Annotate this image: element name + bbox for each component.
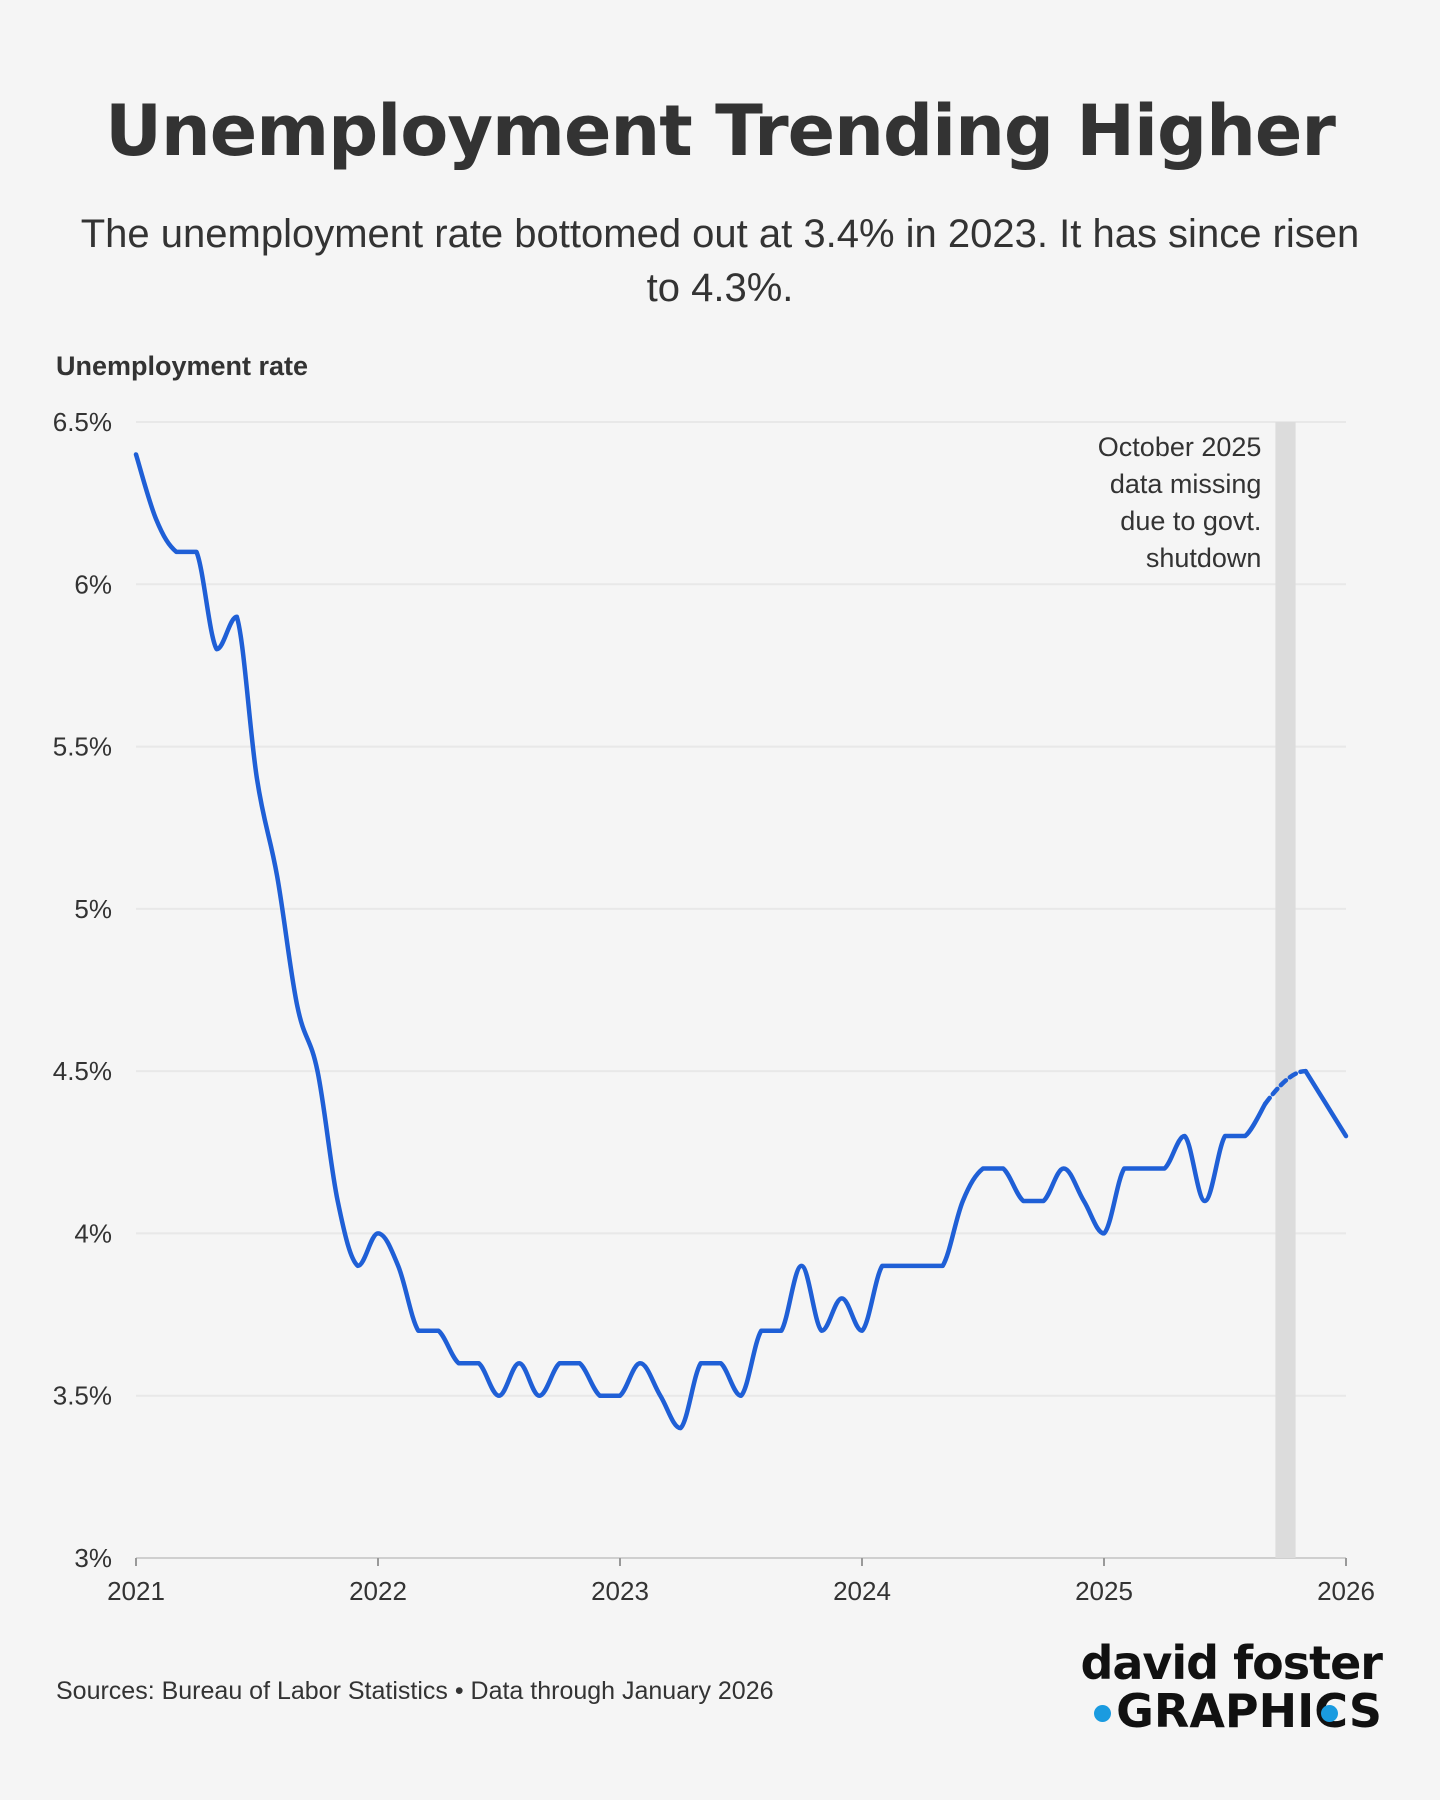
brand-logo: david foster GRAPHICS bbox=[1080, 1636, 1383, 1734]
data-point bbox=[194, 550, 198, 554]
data-point bbox=[638, 1361, 642, 1365]
data-point bbox=[1142, 1166, 1146, 1170]
y-axis-title: Unemployment rate bbox=[56, 351, 308, 381]
data-point bbox=[477, 1361, 481, 1365]
data-point bbox=[1001, 1166, 1005, 1170]
unemployment-line-recent bbox=[1303, 1068, 1349, 1139]
data-point bbox=[396, 1264, 400, 1268]
data-point bbox=[819, 1329, 823, 1333]
data-point bbox=[961, 1199, 965, 1203]
data-point bbox=[376, 1231, 380, 1235]
y-tick-label: 3.5% bbox=[53, 1381, 112, 1411]
data-point bbox=[1082, 1199, 1086, 1203]
data-point bbox=[940, 1264, 944, 1268]
data-point bbox=[618, 1394, 622, 1398]
data-point bbox=[719, 1361, 723, 1365]
data-point bbox=[779, 1329, 783, 1333]
unemployment-line-missing-gap bbox=[1263, 1068, 1308, 1106]
data-point bbox=[537, 1394, 541, 1398]
y-tick-label: 5.5% bbox=[53, 732, 112, 762]
data-point bbox=[456, 1361, 460, 1365]
data-point bbox=[335, 1199, 339, 1203]
data-point bbox=[255, 777, 259, 781]
data-point bbox=[1182, 1134, 1186, 1138]
x-tick-label: 2022 bbox=[349, 1576, 407, 1606]
x-tick-label: 2023 bbox=[591, 1576, 649, 1606]
y-tick-label: 6.5% bbox=[53, 407, 112, 437]
data-point bbox=[436, 1329, 440, 1333]
logo-dot-icon bbox=[1321, 1705, 1338, 1722]
data-point bbox=[315, 1069, 319, 1073]
data-point bbox=[981, 1166, 985, 1170]
data-point bbox=[235, 615, 239, 619]
chart-title: Unemployment Trending Higher bbox=[105, 90, 1336, 172]
data-point bbox=[1041, 1199, 1045, 1203]
annotation-line: due to govt. bbox=[1120, 506, 1261, 536]
x-tick-label: 2025 bbox=[1075, 1576, 1133, 1606]
data-point bbox=[154, 517, 158, 521]
source-note: Sources: Bureau of Labor Statistics • Da… bbox=[56, 1677, 774, 1705]
data-point bbox=[598, 1394, 602, 1398]
shutdown-annotation: October 2025 data missing due to govt. shut… bbox=[1098, 432, 1262, 573]
data-point bbox=[1263, 1101, 1267, 1105]
x-tick-label: 2024 bbox=[833, 1576, 891, 1606]
annotation-line: October 2025 bbox=[1098, 432, 1262, 462]
data-point bbox=[134, 452, 138, 456]
data-point bbox=[658, 1394, 662, 1398]
data-point bbox=[356, 1264, 360, 1268]
data-point bbox=[1203, 1199, 1207, 1203]
data-point bbox=[214, 647, 218, 651]
data-point bbox=[1223, 1134, 1227, 1138]
data-point bbox=[900, 1264, 904, 1268]
shutdown-shade-band bbox=[1275, 422, 1296, 1558]
data-point bbox=[517, 1361, 521, 1365]
data-point bbox=[174, 550, 178, 554]
data-point bbox=[497, 1394, 501, 1398]
data-point bbox=[799, 1264, 803, 1268]
x-tick-label: 2021 bbox=[107, 1576, 165, 1606]
missing-data-shade bbox=[1275, 422, 1296, 1558]
data-point bbox=[577, 1361, 581, 1365]
y-tick-label: 4.5% bbox=[53, 1056, 112, 1086]
data-point bbox=[557, 1361, 561, 1365]
grid-lines bbox=[136, 421, 1346, 1559]
y-axis-ticks: 3% 3.5% 4% 4.5% 5% 5.5% 6% 6.5% bbox=[53, 407, 112, 1573]
logo-dot-icon bbox=[1094, 1705, 1112, 1722]
data-point bbox=[1162, 1166, 1166, 1170]
data-point bbox=[1122, 1166, 1126, 1170]
unemployment-line-main bbox=[133, 452, 1268, 1431]
data-point bbox=[416, 1329, 420, 1333]
data-point bbox=[678, 1426, 682, 1430]
y-tick-label: 3% bbox=[74, 1543, 112, 1573]
x-axis-ticks: 2021 2022 2023 2024 2025 2026 bbox=[107, 1558, 1375, 1606]
y-tick-label: 5% bbox=[74, 894, 112, 924]
data-point bbox=[698, 1361, 702, 1365]
y-tick-label: 6% bbox=[74, 569, 112, 599]
data-point bbox=[1303, 1069, 1307, 1073]
logo-line-2: GRAPHICS bbox=[1080, 1688, 1382, 1734]
data-point bbox=[275, 874, 279, 878]
data-point bbox=[1102, 1231, 1106, 1235]
data-point bbox=[1324, 1101, 1328, 1105]
data-point bbox=[739, 1394, 743, 1398]
series-lines bbox=[133, 452, 1349, 1431]
data-point bbox=[759, 1329, 763, 1333]
chart-subtitle: The unemployment rate bottomed out at 3.… bbox=[80, 212, 1360, 310]
data-point bbox=[1243, 1134, 1247, 1138]
line-chart: Unemployment rate 3% 3.5% 4% 4.5% 5% 5.5% 6% 6.… bbox=[53, 351, 1375, 1606]
data-point bbox=[295, 1004, 299, 1008]
data-point bbox=[920, 1264, 924, 1268]
data-point bbox=[860, 1329, 864, 1333]
data-point bbox=[840, 1296, 844, 1300]
data-point bbox=[1021, 1199, 1025, 1203]
annotation-line: data missing bbox=[1110, 469, 1262, 499]
data-point bbox=[1061, 1166, 1065, 1170]
annotation-line: shutdown bbox=[1146, 543, 1262, 573]
data-point bbox=[880, 1264, 884, 1268]
data-point bbox=[1344, 1134, 1348, 1138]
x-tick-label: 2026 bbox=[1317, 1576, 1375, 1606]
logo-line-1: david foster bbox=[1080, 1636, 1383, 1690]
y-tick-label: 4% bbox=[74, 1218, 112, 1248]
